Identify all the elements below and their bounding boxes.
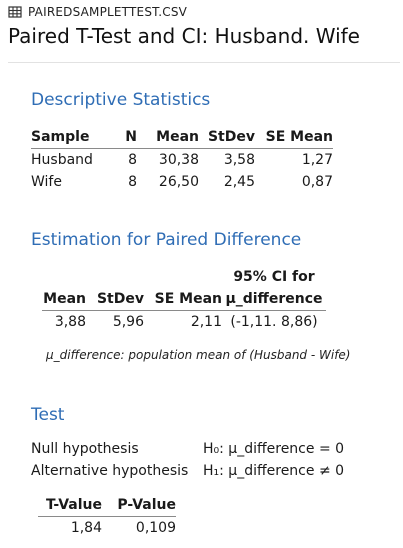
cell-se-mean: 2,11 bbox=[190, 314, 222, 330]
cell-stdev: 3,58 bbox=[223, 152, 255, 168]
alternative-hypothesis-value: H₁: μ_difference ≠ 0 bbox=[203, 463, 345, 479]
cell-mean: 30,38 bbox=[158, 152, 199, 168]
estimation-table: 95% CI for Mean StDev SE Mean μ_differen… bbox=[42, 266, 326, 333]
header-ci-top: 95% CI for bbox=[233, 269, 315, 285]
alternative-hypothesis-row: Alternative hypothesis H₁: μ_difference … bbox=[31, 463, 344, 479]
null-hypothesis-row: Null hypothesis H₀: μ_difference = 0 bbox=[31, 441, 344, 457]
header-stdev: StDev bbox=[199, 126, 255, 149]
table-header-row: T-Value P-Value bbox=[38, 494, 176, 517]
header-n: N bbox=[103, 126, 137, 149]
header-t-value: T-Value bbox=[38, 494, 102, 517]
null-hypothesis-value: H₀: μ_difference = 0 bbox=[203, 441, 345, 457]
table-header-row: 95% CI for bbox=[42, 266, 326, 288]
cell-se-mean: 1,27 bbox=[301, 152, 333, 168]
alternative-hypothesis-label: Alternative hypothesis bbox=[31, 463, 189, 479]
header-ci: μ_difference bbox=[222, 288, 326, 311]
header-p-value: P-Value bbox=[102, 494, 176, 517]
header-mean: Mean bbox=[42, 288, 86, 311]
test-heading: Test bbox=[31, 405, 65, 425]
file-tab[interactable]: PAIREDSAMPLETTEST.CSV bbox=[8, 3, 187, 21]
cell-stdev: 2,45 bbox=[223, 174, 255, 190]
table-row: 3,88 5,96 2,11 (-1,11. 8,86) bbox=[42, 311, 326, 334]
file-name: PAIREDSAMPLETTEST.CSV bbox=[28, 5, 188, 19]
header-mean: Mean bbox=[137, 126, 199, 149]
table-header-row: Mean StDev SE Mean μ_difference bbox=[42, 288, 326, 311]
cell-n: 8 bbox=[128, 152, 137, 168]
header-stdev: StDev bbox=[86, 288, 144, 311]
descriptive-statistics-table: Sample N Mean StDev SE Mean Husband 8 30… bbox=[31, 126, 333, 193]
table-row: Wife 8 26,50 2,45 0,87 bbox=[31, 171, 333, 193]
cell-mean: 26,50 bbox=[158, 174, 199, 190]
cell-sample: Wife bbox=[31, 174, 62, 190]
estimation-heading: Estimation for Paired Difference bbox=[31, 230, 302, 250]
difference-footnote: μ_difference: population mean of (Husban… bbox=[46, 348, 351, 362]
cell-se-mean: 0,87 bbox=[301, 174, 333, 190]
header-se-mean: SE Mean bbox=[144, 288, 222, 311]
cell-stdev: 5,96 bbox=[112, 314, 144, 330]
cell-sample: Husband bbox=[31, 152, 93, 168]
header-se-mean: SE Mean bbox=[255, 126, 333, 149]
page-title: Paired T-Test and CI: Husband. Wife bbox=[8, 24, 360, 48]
table-grid-icon bbox=[8, 6, 22, 18]
cell-n: 8 bbox=[128, 174, 137, 190]
table-row: 1,84 0,109 bbox=[38, 517, 176, 540]
table-row: Husband 8 30,38 3,58 1,27 bbox=[31, 149, 333, 172]
cell-t-value: 1,84 bbox=[70, 520, 102, 536]
test-results-table: T-Value P-Value 1,84 0,109 bbox=[38, 494, 176, 539]
descriptive-statistics-heading: Descriptive Statistics bbox=[31, 90, 211, 110]
cell-mean: 3,88 bbox=[54, 314, 86, 330]
null-hypothesis-label: Null hypothesis bbox=[31, 441, 139, 457]
cell-p-value: 0,109 bbox=[135, 520, 176, 536]
table-header-row: Sample N Mean StDev SE Mean bbox=[31, 126, 333, 149]
header-sample: Sample bbox=[31, 126, 103, 149]
cell-ci: (-1,11. 8,86) bbox=[230, 314, 318, 330]
title-divider bbox=[8, 62, 400, 63]
